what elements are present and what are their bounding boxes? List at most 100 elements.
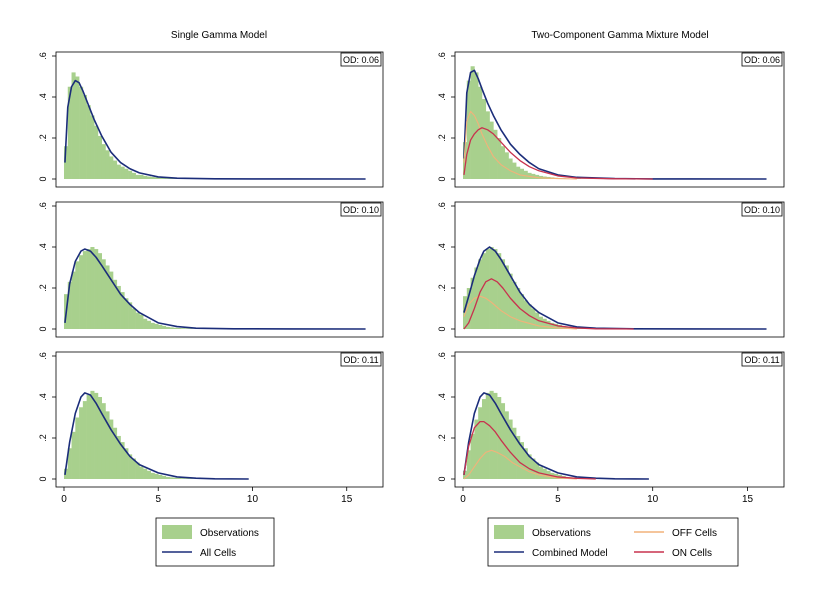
od-badge: OD: 0.10 xyxy=(744,205,780,215)
histogram-bar xyxy=(154,473,159,479)
histogram-bar xyxy=(94,125,99,179)
y-tick-label: 0 xyxy=(38,476,48,481)
histogram-bar xyxy=(97,253,102,329)
histogram-bar xyxy=(466,450,471,479)
histogram-bar xyxy=(139,466,144,479)
histogram-bar xyxy=(485,111,490,179)
histogram-bar xyxy=(71,72,76,179)
histogram-bar xyxy=(82,94,87,179)
histogram-bar xyxy=(519,294,525,329)
y-tick-label: 0 xyxy=(38,326,48,331)
histogram-bar xyxy=(71,431,76,479)
histogram-bar xyxy=(150,322,155,329)
x-tick-label: 15 xyxy=(341,494,353,505)
chart-panel-mixture-row2: 0 .2 .4 .6 OD: 0.10 xyxy=(437,201,785,338)
histogram-bar xyxy=(120,292,125,329)
histogram-bar xyxy=(478,407,483,479)
y-tick-label: 0 xyxy=(437,176,447,181)
histogram-bar xyxy=(120,442,125,479)
histogram-bar xyxy=(531,458,536,479)
y-tick-label: .4 xyxy=(38,93,48,101)
x-tick-label: 5 xyxy=(155,494,161,505)
histogram-bar xyxy=(165,476,170,479)
histogram-bar xyxy=(162,475,167,479)
legend-swatch-observations xyxy=(162,525,192,539)
histogram-bar xyxy=(79,407,84,479)
y-tick-label: .2 xyxy=(38,284,48,292)
histogram-bar xyxy=(497,138,502,179)
histogram-bar xyxy=(481,399,487,479)
histogram-bar xyxy=(493,392,498,479)
histogram-bar xyxy=(116,435,121,479)
y-tick-label: .4 xyxy=(437,243,447,251)
histogram-bar xyxy=(67,448,72,479)
panels-group: 0 .2 .4 .6 OD: 0.06 0 .2 .4 .6 OD: 0.06 0 .2 .4 .6 OD:… xyxy=(38,51,785,505)
histogram-bar xyxy=(101,144,106,179)
curve-model xyxy=(64,248,366,330)
legend-frame xyxy=(487,517,739,567)
y-tick-label: .6 xyxy=(437,52,447,60)
histogram-bar xyxy=(508,419,513,479)
y-tick-label: .6 xyxy=(38,352,48,360)
od-badge-box xyxy=(340,352,382,367)
histogram-bar xyxy=(105,265,110,329)
histogram-bar xyxy=(75,76,80,179)
histogram-bar xyxy=(474,72,479,179)
histogram-bar xyxy=(158,324,163,329)
histogram-bar xyxy=(86,394,91,479)
histogram-bar xyxy=(79,255,84,329)
y-tick-label: .6 xyxy=(437,352,447,360)
histogram-bar xyxy=(527,304,532,329)
histogram-bar xyxy=(146,320,152,329)
histogram-bar xyxy=(173,327,178,329)
histogram-bar xyxy=(120,166,125,179)
histogram-bar xyxy=(75,261,80,329)
histogram-bar xyxy=(75,417,80,479)
od-badge: OD: 0.11 xyxy=(343,355,378,365)
x-tick-label: 10 xyxy=(247,494,259,505)
curve-on xyxy=(463,420,596,480)
histogram-bar xyxy=(497,253,502,329)
histogram-bar xyxy=(557,324,562,329)
histogram-bar xyxy=(143,175,148,179)
histogram-bar xyxy=(150,176,155,179)
histogram-bar xyxy=(154,177,159,179)
y-tick-label: .2 xyxy=(38,134,48,142)
histogram-bar xyxy=(165,326,170,329)
histogram-bar xyxy=(105,150,110,179)
y-tick-label: .4 xyxy=(437,393,447,401)
histogram-bar xyxy=(131,458,136,479)
legend-label-observations: Observations xyxy=(532,528,591,539)
histogram-bar xyxy=(71,271,76,329)
od-badge-box xyxy=(741,352,783,367)
histogram-bar xyxy=(554,323,559,329)
histogram-bar xyxy=(116,164,121,179)
histogram-bar xyxy=(158,474,163,479)
x-tick-label: 10 xyxy=(647,494,659,505)
histogram-bar xyxy=(169,327,174,329)
histogram-bar xyxy=(79,86,84,179)
histogram-bar xyxy=(478,259,483,329)
legend-legend_left: Observations All Cells xyxy=(155,517,275,567)
histogram-bar xyxy=(516,288,521,329)
histogram-bar xyxy=(165,178,170,179)
histogram-bar xyxy=(90,247,95,329)
histogram-bar xyxy=(493,249,498,329)
x-tick-label: 0 xyxy=(460,494,466,505)
curve-on xyxy=(463,127,653,180)
histogram-bar xyxy=(508,158,513,179)
histogram-bar xyxy=(184,478,189,479)
histogram-bar xyxy=(124,168,129,179)
histogram-bar xyxy=(124,448,129,479)
y-tick-label: .6 xyxy=(437,202,447,210)
legends-group: Observations All Cells Observations Combine… xyxy=(155,517,739,567)
curve-on xyxy=(463,278,634,330)
histogram-bar xyxy=(124,298,129,329)
histogram-bar xyxy=(463,470,468,479)
histogram-bar xyxy=(489,121,494,179)
histogram-bar xyxy=(146,176,152,179)
histogram-bar xyxy=(128,170,133,179)
histogram-bar xyxy=(470,277,475,329)
y-tick-label: 0 xyxy=(437,326,447,331)
od-badge: OD: 0.10 xyxy=(343,205,379,215)
